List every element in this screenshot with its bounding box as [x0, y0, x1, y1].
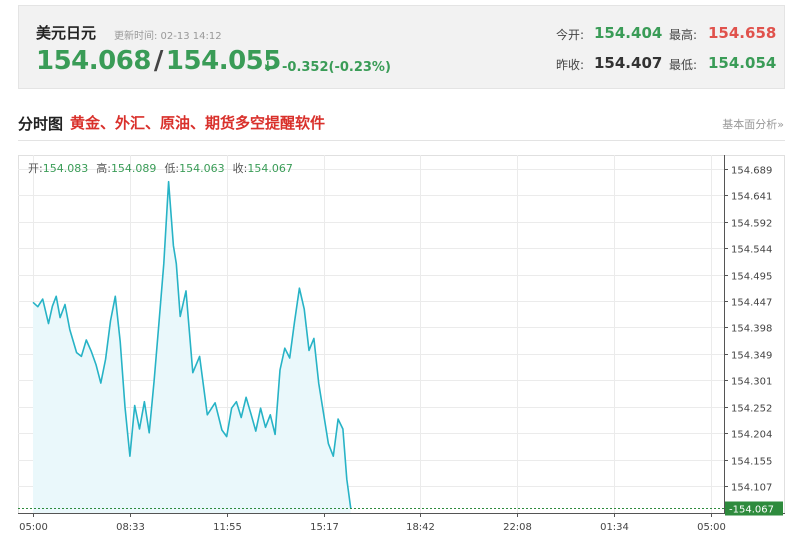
prev-close-label: 昨收: — [556, 58, 585, 72]
quote-panel: 美元日元 更新时间: 02-13 14:12 154.068/154.055 ↓… — [18, 5, 785, 89]
high-label: 最高: — [669, 28, 698, 42]
y-tick-label: 154.349 — [731, 351, 772, 362]
price-area-fill — [33, 181, 351, 513]
y-tick-label: 154.641 — [731, 192, 772, 203]
ohlc-label: 高: — [96, 161, 111, 175]
y-tick-label: 154.689 — [731, 166, 772, 177]
section-title: 分时图 — [18, 115, 64, 133]
x-tick-label: 18:42 — [406, 522, 435, 533]
bid-price: 154.068 — [36, 46, 151, 76]
y-tick-label: 154.107 — [731, 483, 772, 494]
current-price-badge — [725, 501, 783, 516]
down-arrow-icon: ↓ — [262, 59, 274, 75]
currency-pair-name: 美元日元 — [36, 24, 97, 42]
ohlc-value: 154.083 — [43, 162, 89, 175]
price-separator: / — [153, 46, 164, 76]
ohlc-label: 开: — [28, 162, 43, 175]
ohlc-label: 收: — [233, 161, 248, 175]
section-divider — [18, 140, 785, 141]
x-tick-label: 11:55 — [213, 522, 242, 533]
open-label: 今开: — [556, 28, 585, 42]
update-time: 更新时间: 02-13 14:12 — [114, 31, 222, 42]
ohlc-label: 低: — [164, 162, 179, 175]
y-tick-label: 154.495 — [731, 272, 772, 283]
high-value: 154.658 — [708, 24, 777, 42]
y-tick-label: 154.447 — [731, 298, 772, 309]
low-value: 154.054 — [708, 54, 777, 72]
x-tick-label: 15:17 — [310, 522, 339, 533]
open-value: 154.404 — [594, 24, 663, 42]
y-tick-label: 154.592 — [731, 219, 772, 230]
y-tick-label: 154.252 — [731, 404, 772, 415]
x-tick-label: 05:00 — [19, 522, 48, 533]
current-price-label: -154.067 — [729, 505, 774, 516]
low-label: 最低: — [669, 58, 698, 72]
ohlc-value: 154.063 — [179, 162, 225, 175]
fundamentals-link[interactable]: 基本面分析» — [722, 118, 784, 131]
y-tick-label: 154.398 — [731, 324, 772, 335]
price-change: -0.352(-0.23%) — [282, 60, 391, 75]
y-tick-label: 154.155 — [731, 457, 772, 468]
ohlc-value: 154.089 — [111, 162, 157, 175]
ohlc-summary: 开:154.083 高:154.089 低:154.063 收:154.067 — [28, 161, 293, 175]
current-price: 154.068/154.055 — [36, 46, 281, 76]
x-tick-label: 08:33 — [116, 522, 145, 533]
x-tick-label: 05:00 — [697, 522, 726, 533]
x-tick-label: 01:34 — [600, 522, 629, 533]
y-tick-label: 154.204 — [731, 430, 772, 441]
y-tick-label: 154.301 — [731, 377, 772, 388]
ask-price: 154.055 — [165, 46, 281, 76]
x-tick-label: 22:08 — [503, 522, 532, 533]
y-tick-label: 154.544 — [731, 245, 772, 256]
price-line — [32, 180, 352, 509]
promo-link[interactable]: 黄金、外汇、原油、期货多空提醒软件 — [70, 114, 326, 132]
prev-close-value: 154.407 — [594, 54, 663, 72]
ohlc-value: 154.067 — [247, 162, 293, 175]
